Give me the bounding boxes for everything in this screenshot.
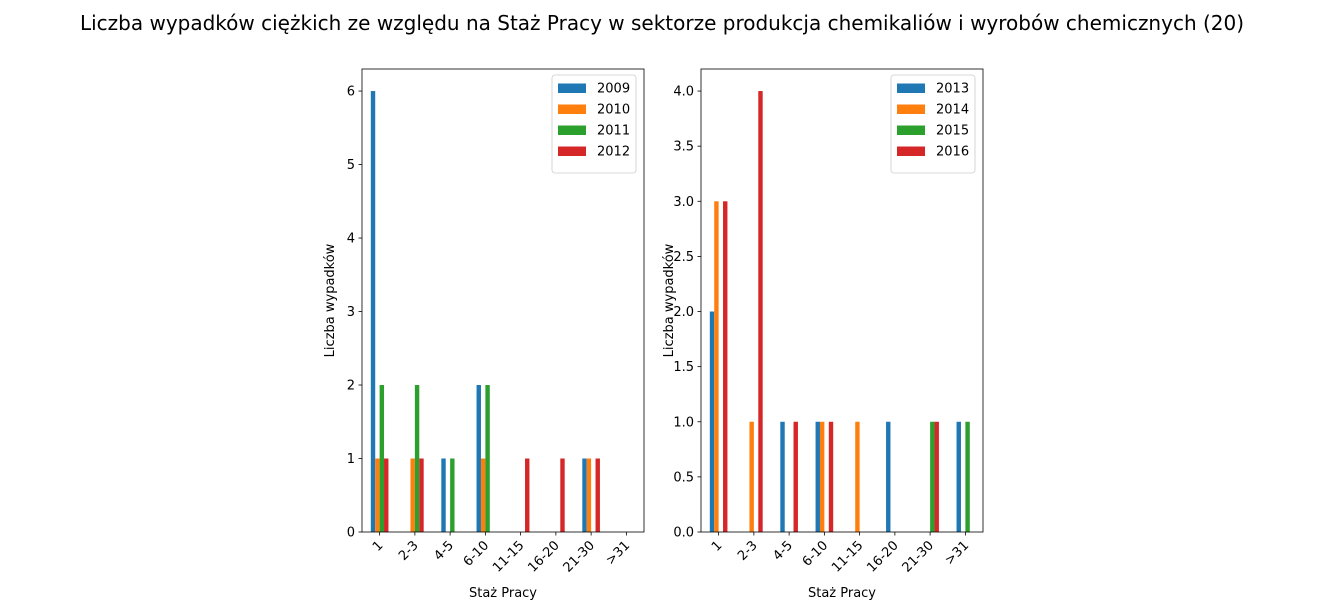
legend-swatch	[897, 104, 925, 114]
x-tick-label: >31	[603, 538, 633, 568]
x-tick-label: 16-20	[525, 538, 562, 575]
x-tick-label: 2-3	[396, 538, 422, 564]
x-tick-label: 6-10	[800, 538, 831, 569]
legend-swatch	[897, 125, 925, 135]
bar-2015->31	[965, 421, 970, 532]
bar-2010-6-10	[480, 458, 486, 532]
x-tick-label: 1	[370, 538, 386, 554]
x-tick-label: 4-5	[770, 538, 796, 564]
legend-swatch	[897, 83, 925, 93]
bar-2014-1	[714, 201, 719, 533]
legend-swatch	[558, 104, 586, 114]
legend-entry: 2009	[597, 82, 630, 97]
bar-2013-6-10	[815, 421, 820, 532]
x-tick-label: >31	[942, 538, 972, 568]
bar-2009-21-30	[582, 458, 587, 532]
y-tick-label: 4.0	[673, 85, 694, 100]
bar-2009-1	[370, 91, 376, 533]
x-tick-label: 11-15	[490, 538, 527, 575]
y-tick-label: 4	[347, 232, 355, 247]
bar-2012-2-3	[419, 458, 424, 532]
legend-entry: 2010	[597, 103, 630, 118]
bar-2011-4-5	[450, 458, 455, 532]
x-tick-label: 16-20	[864, 538, 901, 575]
y-tick-label: 3.0	[673, 195, 694, 210]
y-tick-label: 0.5	[673, 470, 694, 485]
bar-2012-21-30	[595, 458, 600, 532]
legend-entry: 2012	[597, 145, 630, 160]
bar-2010-1	[375, 458, 380, 532]
bar-2011-1	[379, 385, 385, 532]
bar-2012-16-20	[560, 458, 565, 532]
legend-entry: 2014	[936, 103, 969, 118]
x-tick-label: 2-3	[735, 538, 761, 564]
bar-2015-21-30	[930, 421, 935, 532]
x-tick-label: 6-10	[461, 538, 492, 569]
bar-2013-1	[709, 311, 715, 532]
y-tick-label: 2.5	[673, 250, 694, 265]
bar-2011-2-3	[414, 385, 420, 532]
bar-2016-6-10	[828, 421, 834, 532]
axes-frame	[361, 68, 645, 533]
y-axis-label: Liczba wypadków	[662, 243, 677, 357]
y-tick-label: 5	[347, 158, 355, 173]
x-tick-label: 1	[709, 538, 725, 554]
x-axis-label: Staż Pracy	[808, 586, 876, 601]
legend-entry: 2013	[936, 82, 969, 97]
chart-right: 0.0 0.5 1.0 1.5 2.0 2.5 3.0 3.5 4.0 1 2-3 4-5 6-1011…	[662, 68, 984, 601]
y-tick-label: 1	[347, 452, 355, 467]
bar-2009-6-10	[476, 385, 481, 532]
legend: 2013 2014 2015 2016	[890, 74, 976, 174]
x-tick-label: 21-30	[561, 538, 598, 575]
bar-2012-11-15	[525, 458, 530, 532]
legend-swatch	[897, 146, 925, 156]
bar-2014-6-10	[819, 421, 825, 532]
bar-2010-2-3	[410, 458, 415, 532]
y-tick-label: 2	[347, 379, 355, 394]
legend-entry: 2011	[597, 124, 630, 139]
y-tick-label: 2.0	[673, 305, 694, 320]
y-tick-label: 1.5	[673, 360, 694, 375]
bar-2010-21-30	[586, 458, 592, 532]
bar-2009-4-5	[441, 458, 446, 532]
bar-2014-2-3	[749, 421, 754, 532]
legend-swatch	[558, 146, 586, 156]
legend-swatch	[558, 125, 586, 135]
legend-entry: 2015	[936, 124, 969, 139]
legend-entry: 2016	[936, 145, 969, 160]
legend-swatch	[558, 83, 586, 93]
legend: 2009 2010 2011 2012	[551, 74, 637, 174]
x-tick-label: 21-30	[900, 538, 937, 575]
bar-2016-1	[723, 201, 728, 533]
bar-2012-1	[384, 458, 389, 532]
bar-2016-21-30	[934, 421, 939, 532]
figure-title: Liczba wypadków ciężkich ze względu na S…	[80, 11, 1244, 35]
bar-2011-6-10	[485, 385, 490, 532]
y-tick-label: 3	[347, 305, 355, 320]
y-axis-label: Liczba wypadków	[323, 243, 338, 357]
bar-2013-4-5	[780, 421, 785, 532]
axes-frame	[700, 68, 984, 533]
x-tick-label: 4-5	[431, 538, 457, 564]
bar-2013-16-20	[886, 421, 891, 532]
bar-2016-4-5	[793, 421, 798, 532]
bar-2013->31	[956, 421, 961, 532]
y-tick-label: 6	[347, 85, 355, 100]
y-tick-label: 0.0	[673, 526, 694, 541]
bar-2014-11-15	[855, 421, 860, 532]
y-tick-label: 3.5	[673, 140, 694, 155]
y-tick-label: 1.0	[673, 415, 694, 430]
y-tick-label: 0	[347, 526, 355, 541]
x-tick-label: 11-15	[829, 538, 866, 575]
x-axis-label: Staż Pracy	[469, 586, 537, 601]
bar-2016-2-3	[758, 91, 763, 533]
